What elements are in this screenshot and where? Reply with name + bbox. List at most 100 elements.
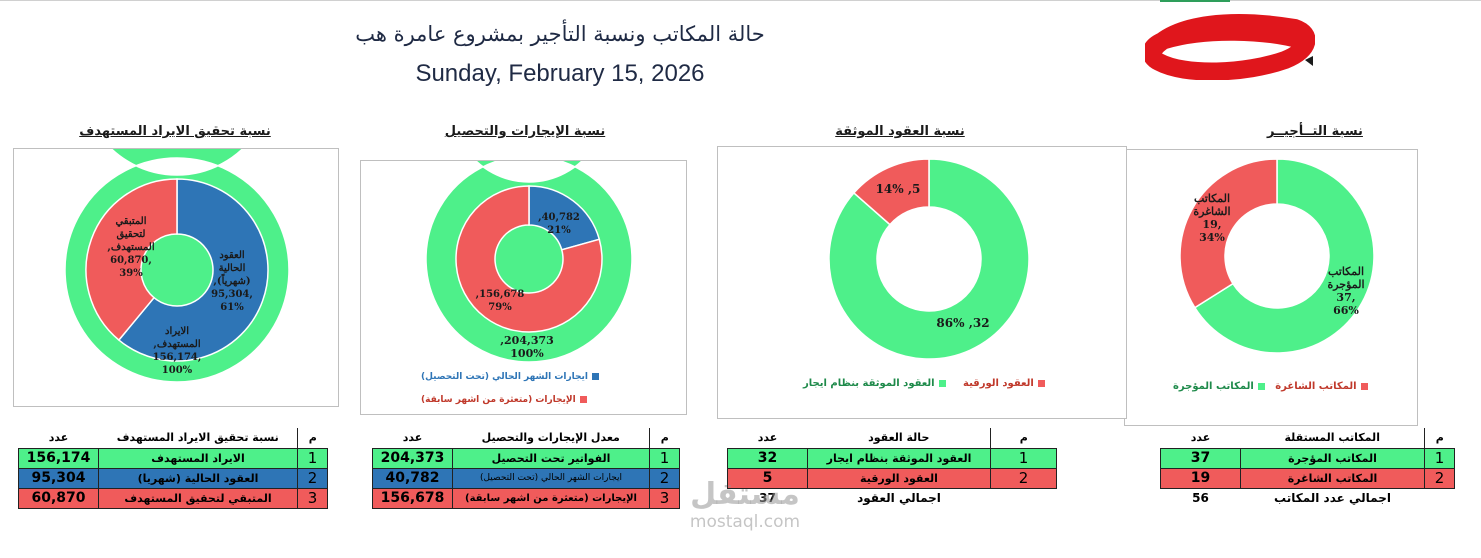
collection-legend-overdue: الإيجارات (متعثرة من اشهر سابقة)	[421, 395, 587, 405]
col-value-header: عدد	[402, 431, 423, 445]
watermark-latin: mostaql.com	[689, 512, 801, 532]
revenue-current-label: العقود الحالية (شهرياً), ,95,304 61%	[211, 250, 253, 313]
row-name: العقود الورقية	[807, 467, 991, 489]
revenue-remaining-label: المتبقي لتحقيق المستهدف, ,60,870 39%	[107, 216, 155, 279]
row-idx: 1	[1424, 447, 1455, 469]
report-date: Sunday, February 15, 2026	[415, 60, 705, 87]
rental-panel-title: نسبة التــأجيــر	[1267, 124, 1363, 139]
row-value: 95,304	[18, 467, 99, 489]
row-idx-empty	[1425, 488, 1455, 508]
legend-swatch-red	[1360, 382, 1368, 390]
collection-legend-current: ايجارات الشهر الحالي (تحت التحصيل)	[421, 372, 599, 382]
mostaql-watermark: مستقل mostaql.com	[665, 477, 825, 533]
rental-rented-label: المكاتب المؤجرة ,37 66%	[1327, 265, 1365, 317]
legend-swatch-red	[1037, 379, 1045, 387]
rental-table: م المكاتب المستقلة عدد 1 المكاتب المؤجرة…	[1160, 428, 1455, 508]
table-row: 2 العقود الورقية 5	[727, 467, 1057, 489]
legend-item-paper: العقود الورقية	[963, 378, 1045, 389]
col-value-header: عدد	[48, 431, 69, 445]
table-row: 2 ايجارات الشهر الحالي (تحت التحصيل) 40,…	[372, 467, 680, 489]
row-name: المتبقي لتحقيق المستهدف	[98, 487, 298, 509]
table-row: 3 المتبقي لتحقيق المستهدف 60,870	[18, 487, 328, 509]
table-row: 2 العقود الحالية (شهريا) 95,304	[18, 467, 328, 489]
row-value: 156,678	[372, 487, 453, 509]
collection-table: م معدل الإيجارات والتحصيل عدد 1 الفواتير…	[372, 428, 680, 509]
col-value-header: عدد	[1190, 431, 1211, 445]
rental-legend: المكاتب الشاغرة المكاتب المؤجرة	[1173, 381, 1368, 392]
contracts-donut-slice-0	[828, 158, 1030, 360]
contracts-panel-title: نسبة العقود الموثقة	[835, 124, 965, 139]
row-idx-empty	[991, 488, 1057, 508]
legend-label-overdue: الإيجارات (متعثرة من اشهر سابقة)	[421, 395, 576, 405]
row-idx: 1	[990, 447, 1057, 469]
revenue-target-label: الايراد المستهدف, ,156,174 100%	[152, 326, 202, 376]
table-header-row: م معدل الإيجارات والتحصيل عدد	[373, 428, 680, 448]
legend-label-paper: العقود الورقية	[963, 378, 1034, 389]
legend-label-current: ايجارات الشهر الحالي (تحت التحصيل)	[421, 372, 588, 382]
collection-current-label: 40,782, 21%	[538, 212, 580, 236]
total-name: اجمالي العقود	[857, 491, 941, 506]
row-value: 60,870	[18, 487, 99, 509]
col-idx-header: م	[990, 428, 1057, 448]
contracts-donut-chart	[828, 158, 1030, 360]
col-name-header: المكاتب المستقلة	[1284, 431, 1380, 445]
col-value-header: عدد	[757, 431, 778, 445]
row-value: 156,174	[18, 447, 99, 469]
col-name-header: معدل الإيجارات والتحصيل	[481, 431, 620, 445]
revenue-inner-ring-slice-1	[85, 178, 178, 342]
revenue-nested-donut-chart	[64, 149, 290, 383]
col-name-header: حالة العقود	[868, 431, 930, 445]
contracts-documented-label: 32, 86%	[936, 316, 990, 330]
contracts-donut-slice-1	[852, 158, 930, 226]
row-value: 40,782	[372, 467, 453, 489]
rental-donut-slice-0	[1193, 158, 1375, 354]
revenue-inner-ring-slice-0	[117, 178, 269, 362]
collection-outer-label: 204,373, 100%	[500, 334, 554, 360]
revenue-chart-panel: العقود الحالية (شهرياً), ,95,304 61% الم…	[13, 148, 339, 407]
scribble-stroke	[1145, 14, 1315, 80]
contracts-chart-panel: 32, 86% 5, 14% العقود الورقية العقود الم…	[717, 146, 1127, 419]
watermark-arabic: مستقل	[690, 477, 800, 512]
row-idx: 2	[297, 467, 328, 489]
table-row: 1 العقود الموثقة بنظام ايجار 32	[727, 447, 1057, 469]
contracts-legend: العقود الورقية العقود الموثقة بنظام ايجا…	[803, 378, 1045, 389]
page-title: حالة المكاتب ونسبة التأجير بمشروع عامرة …	[355, 22, 765, 46]
total-value: 56	[1192, 491, 1209, 506]
table-total-row: اجمالي عدد المكاتب 56	[1161, 488, 1455, 508]
contracts-table: م حالة العقود عدد 1 العقود الموثقة بنظام…	[727, 428, 1057, 508]
total-name: اجمالي عدد المكاتب	[1274, 491, 1391, 506]
table-row: 1 الفواتير تحت التحصيل 204,373	[372, 447, 680, 469]
row-value: 5	[727, 467, 808, 489]
table-header-row: م نسبة تحقيق الايراد المستهدف عدد	[19, 428, 328, 448]
col-idx-header: م	[649, 428, 680, 448]
row-name: الايراد المستهدف	[98, 447, 298, 469]
legend-swatch-green	[1257, 382, 1265, 390]
contracts-paper-label: 5, 14%	[875, 182, 921, 196]
collection-inner-ring-slice-1	[455, 185, 603, 333]
table-row: 1 المكاتب المؤجرة 37	[1160, 447, 1455, 469]
collection-nested-donut-chart	[425, 161, 633, 363]
revenue-table: م نسبة تحقيق الايراد المستهدف عدد 1 الاي…	[18, 428, 328, 509]
collection-chart-panel: 40,782, 21% 156,678, 79% 204,373, 100% ا…	[360, 160, 687, 415]
row-idx: 1	[649, 447, 680, 469]
legend-item-vacant: المكاتب الشاغرة	[1275, 381, 1368, 392]
row-name: ايجارات الشهر الحالي (تحت التحصيل)	[452, 467, 650, 489]
table-row: 3 الإيجارات (متعثرة من اشهر سابقة) 156,6…	[372, 487, 680, 509]
row-name: المكاتب المؤجرة	[1240, 447, 1425, 469]
rental-donut-chart	[1179, 158, 1375, 354]
table-total-row: اجمالي العقود 37	[728, 488, 1057, 508]
legend-label-documented: العقود الموثقة بنظام ايجار	[803, 378, 935, 389]
logo-fragment	[1305, 56, 1313, 66]
collection-panel-title: نسبة الإيجارات والتحصيل	[444, 124, 606, 139]
row-name: العقود الحالية (شهريا)	[98, 467, 298, 489]
top-accent-bar	[1160, 0, 1230, 2]
row-idx: 1	[297, 447, 328, 469]
collection-overdue-label: 156,678, 79%	[475, 289, 525, 313]
revenue-panel-title: نسبة تحقيق الايراد المستهدف	[79, 124, 271, 139]
legend-item-rented: المكاتب المؤجرة	[1173, 381, 1265, 392]
col-idx-header: م	[1424, 428, 1455, 448]
table-row: 2 المكاتب الشاغرة 19	[1160, 467, 1455, 489]
total-value: 37	[759, 491, 776, 506]
legend-item-documented: العقود الموثقة بنظام ايجار	[803, 378, 946, 389]
redacted-logo-scribble	[1145, 14, 1315, 80]
